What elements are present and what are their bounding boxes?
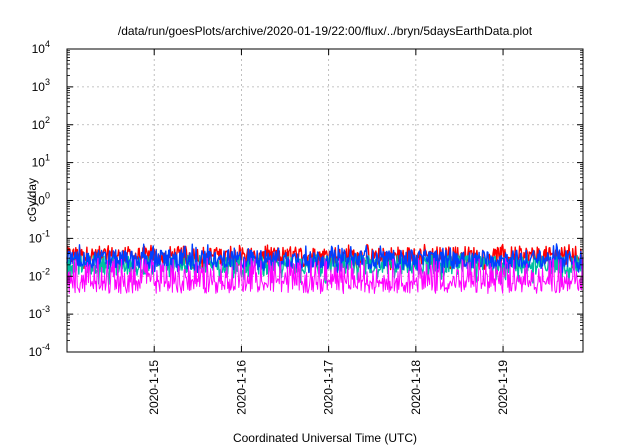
- y-tick-label: 10-2: [29, 266, 50, 283]
- x-tick-label: 2020-1-17: [322, 360, 336, 415]
- x-tick-label: 2020-1-19: [496, 360, 510, 415]
- chart-title: /data/run/goesPlots/archive/2020-01-19/2…: [118, 24, 533, 38]
- y-tick-label: 101: [32, 153, 50, 170]
- y-tick-label: 10-3: [29, 304, 50, 321]
- y-tick-label: 10-4: [29, 342, 50, 359]
- x-axis: 2020-1-15 2020-1-16 2020-1-17 2020-1-18 2020…: [147, 49, 510, 415]
- y-tick-label: 102: [32, 115, 50, 132]
- y-axis: 10-4 10-3 10-2 10-1 100 101 102 103 104: [29, 39, 583, 359]
- y-axis-label: cGy/day: [25, 178, 39, 222]
- series-group: [66, 243, 584, 294]
- y-tick-label: 104: [32, 39, 50, 56]
- plot-frame: [66, 48, 584, 353]
- x-tick-label: 2020-1-18: [409, 360, 423, 415]
- y-tick-label: 10-1: [29, 228, 50, 245]
- x-tick-label: 2020-1-15: [147, 360, 161, 415]
- x-axis-label: Coordinated Universal Time (UTC): [233, 431, 417, 445]
- grid: [67, 49, 583, 352]
- series-line: [66, 257, 584, 294]
- y-tick-label: 103: [32, 77, 50, 94]
- y-tick-label: 100: [32, 191, 50, 208]
- x-tick-label: 2020-1-16: [234, 360, 248, 415]
